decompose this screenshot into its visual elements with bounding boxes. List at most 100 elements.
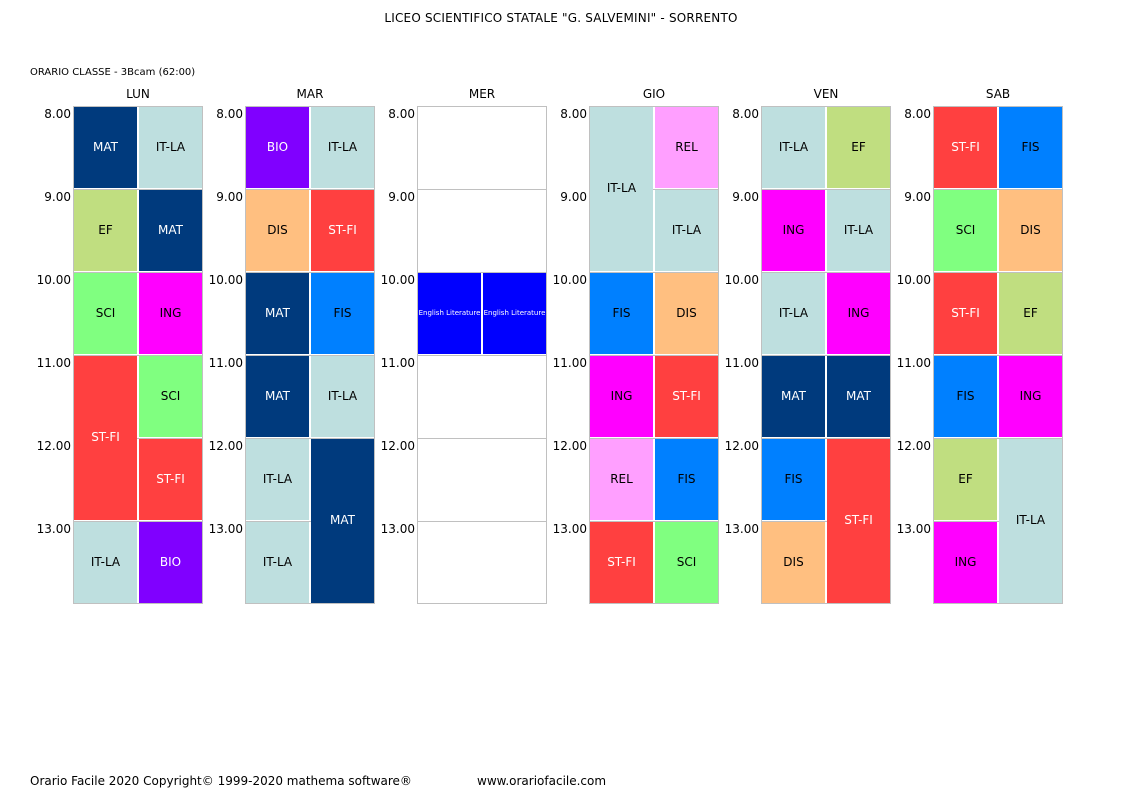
time-label: 13.00: [552, 522, 587, 536]
hour-separator: [761, 355, 891, 356]
time-label: 12.00: [380, 439, 415, 453]
time-label: 10.00: [380, 273, 415, 287]
time-label: 9.00: [904, 190, 931, 204]
lesson-cell[interactable]: ST-FI: [655, 356, 718, 437]
hour-separator: [73, 272, 203, 273]
hour-separator: [761, 438, 891, 439]
lesson-cell[interactable]: FIS: [590, 273, 653, 354]
time-label: 11.00: [208, 356, 243, 370]
hour-separator: [933, 521, 1063, 522]
lesson-cell[interactable]: IT-LA: [999, 439, 1062, 603]
hour-separator: [589, 438, 719, 439]
time-label: 8.00: [904, 107, 931, 121]
lesson-cell[interactable]: English Literature: [483, 273, 546, 354]
hour-separator: [73, 189, 203, 190]
hour-separator: [589, 272, 719, 273]
lesson-cell[interactable]: EF: [74, 190, 137, 271]
lesson-cell[interactable]: IT-LA: [590, 107, 653, 271]
lesson-cell[interactable]: IT-LA: [762, 107, 825, 188]
lesson-cell[interactable]: ST-FI: [827, 439, 890, 603]
hour-separator: [761, 272, 891, 273]
footer-website-link[interactable]: www.orariofacile.com: [477, 774, 607, 788]
lesson-cell[interactable]: IT-LA: [74, 522, 137, 603]
lesson-cell[interactable]: IT-LA: [655, 190, 718, 271]
lesson-cell[interactable]: FIS: [311, 273, 374, 354]
lesson-cell[interactable]: ST-FI: [934, 273, 997, 354]
lesson-cell[interactable]: ING: [762, 190, 825, 271]
lesson-cell[interactable]: IT-LA: [311, 107, 374, 188]
lesson-cell[interactable]: ING: [999, 356, 1062, 437]
hour-separator: [73, 521, 203, 522]
lesson-cell[interactable]: REL: [590, 439, 653, 520]
lesson-cell[interactable]: IT-LA: [827, 190, 890, 271]
lesson-cell[interactable]: IT-LA: [246, 439, 309, 520]
time-label: 12.00: [896, 439, 931, 453]
hour-separator: [761, 521, 891, 522]
hour-separator: [73, 355, 203, 356]
time-label: 9.00: [44, 190, 71, 204]
lesson-cell[interactable]: REL: [655, 107, 718, 188]
hour-separator: [417, 355, 547, 356]
lesson-cell[interactable]: English Literature: [418, 273, 481, 354]
lesson-cell[interactable]: ST-FI: [74, 356, 137, 520]
lesson-cell[interactable]: DIS: [655, 273, 718, 354]
lesson-cell[interactable]: FIS: [655, 439, 718, 520]
time-label: 10.00: [36, 273, 71, 287]
time-label: 8.00: [44, 107, 71, 121]
lesson-cell[interactable]: MAT: [246, 273, 309, 354]
lesson-cell[interactable]: FIS: [934, 356, 997, 437]
time-label: 10.00: [208, 273, 243, 287]
lesson-cell[interactable]: IT-LA: [246, 522, 309, 603]
lesson-cell[interactable]: MAT: [827, 356, 890, 437]
day-header-gio: GIO: [642, 87, 666, 101]
hour-separator: [73, 438, 203, 439]
hour-separator: [933, 355, 1063, 356]
time-label: 11.00: [724, 356, 759, 370]
time-label: 13.00: [896, 522, 931, 536]
page-title: LICEO SCIENTIFICO STATALE "G. SALVEMINI"…: [384, 11, 738, 25]
lesson-cell[interactable]: EF: [999, 273, 1062, 354]
lesson-cell[interactable]: ST-FI: [311, 190, 374, 271]
hour-separator: [417, 521, 547, 522]
lesson-cell[interactable]: ST-FI: [590, 522, 653, 603]
lesson-cell[interactable]: MAT: [311, 439, 374, 603]
lesson-cell[interactable]: DIS: [762, 522, 825, 603]
lesson-cell[interactable]: DIS: [246, 190, 309, 271]
hour-separator: [417, 272, 547, 273]
lesson-cell[interactable]: SCI: [655, 522, 718, 603]
lesson-cell[interactable]: FIS: [999, 107, 1062, 188]
lesson-cell[interactable]: EF: [934, 439, 997, 520]
lesson-cell[interactable]: EF: [827, 107, 890, 188]
class-subtitle: ORARIO CLASSE - 3Bcam (62:00): [30, 67, 196, 78]
time-label: 9.00: [216, 190, 243, 204]
lesson-cell[interactable]: MAT: [74, 107, 137, 188]
lesson-cell[interactable]: MAT: [139, 190, 202, 271]
day-header-lun: LUN: [126, 87, 150, 101]
lesson-cell[interactable]: BIO: [246, 107, 309, 188]
lesson-cell[interactable]: ST-FI: [139, 439, 202, 520]
lesson-cell[interactable]: BIO: [139, 522, 202, 603]
lesson-cell[interactable]: SCI: [934, 190, 997, 271]
time-label: 13.00: [36, 522, 71, 536]
lesson-cell[interactable]: ING: [139, 273, 202, 354]
day-header-ven: VEN: [813, 87, 839, 101]
time-label: 11.00: [896, 356, 931, 370]
lesson-cell[interactable]: SCI: [139, 356, 202, 437]
lesson-cell[interactable]: MAT: [762, 356, 825, 437]
lesson-cell[interactable]: DIS: [999, 190, 1062, 271]
day-header-mer: MER: [468, 87, 496, 101]
hour-separator: [417, 438, 547, 439]
time-label: 8.00: [560, 107, 587, 121]
lesson-cell[interactable]: ST-FI: [934, 107, 997, 188]
lesson-cell[interactable]: FIS: [762, 439, 825, 520]
lesson-cell[interactable]: SCI: [74, 273, 137, 354]
time-label: 9.00: [560, 190, 587, 204]
lesson-cell[interactable]: IT-LA: [311, 356, 374, 437]
lesson-cell[interactable]: IT-LA: [762, 273, 825, 354]
lesson-cell[interactable]: IT-LA: [139, 107, 202, 188]
lesson-cell[interactable]: ING: [934, 522, 997, 603]
lesson-cell[interactable]: ING: [590, 356, 653, 437]
lesson-cell[interactable]: ING: [827, 273, 890, 354]
hour-separator: [245, 355, 375, 356]
lesson-cell[interactable]: MAT: [246, 356, 309, 437]
